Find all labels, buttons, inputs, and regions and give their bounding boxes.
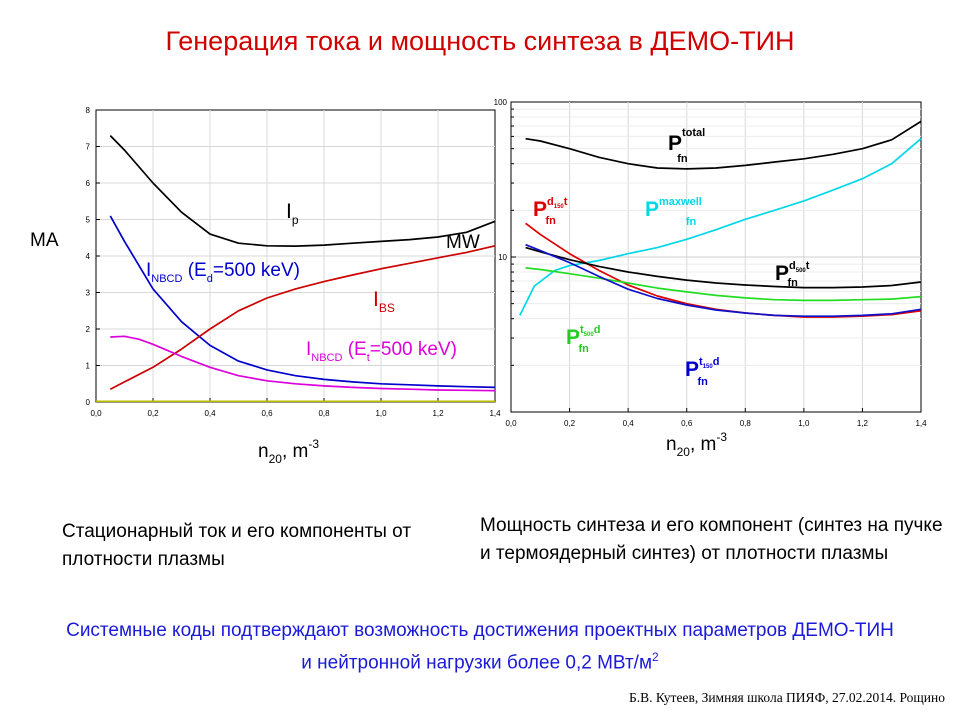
c1-series-line-0 (109, 135, 496, 247)
c1-ytick-label: 6 (86, 179, 91, 188)
c1-xtick-label: 1,0 (375, 409, 387, 418)
c1-ytick-label: 1 (86, 362, 91, 371)
power-chart-series (519, 120, 922, 318)
slide-title: Генерация тока и мощность синтеза в ДЕМО… (165, 26, 795, 56)
c1-xtick-label: 1,4 (489, 409, 501, 418)
c2-xtick-label: 0,2 (564, 419, 576, 428)
c1-ytick-label: 4 (86, 252, 91, 261)
label-p-d500t: Pd500t fn (775, 260, 810, 289)
c1-ytick-label: 2 (86, 325, 91, 334)
power-chart-xlabel: n20, m-3 (666, 430, 727, 459)
c2-series-line-4 (525, 267, 922, 302)
power-chart-ticks: 0,0 0,2 0,4 0,6 0,8 1,0 1,2 1,4 10 100 (494, 98, 927, 428)
label-p-t500d: Pt500d fn (566, 324, 600, 355)
c2-xtick-label: 1,4 (915, 419, 927, 428)
c1-xtick-label: 0,2 (147, 409, 159, 418)
footer-citation: Б.В. Кутеев, Зимняя школа ПИЯФ, 27.02.20… (628, 690, 945, 705)
c2-series-line-3 (525, 246, 922, 289)
c2-xtick-label: 1,2 (857, 419, 869, 428)
c1-ytick-label: 3 (86, 289, 91, 298)
c2-xtick-label: 0,4 (623, 419, 635, 428)
c1-series-line-1 (109, 215, 496, 389)
c1-xtick-label: 1,2 (432, 409, 444, 418)
current-chart-unit: MA (30, 230, 59, 251)
c1-ytick-label: 5 (86, 216, 91, 225)
c1-xtick-label: 0,4 (204, 409, 216, 418)
label-p-total: Ptotal fn (668, 127, 705, 165)
c1-ytick-label: 7 (86, 143, 91, 152)
c1-series-line-3 (110, 335, 496, 392)
label-ibs: IBS (373, 288, 395, 315)
c2-xtick-label: 0,6 (681, 419, 693, 428)
power-chart: 0,0 0,2 0,4 0,6 0,8 1,0 1,2 1,4 10 100 MW Ptotal f… (446, 98, 927, 459)
c2-xtick-label: 0,8 (740, 419, 752, 428)
c1-xtick-label: 0,8 (318, 409, 330, 418)
label-inbcd-ed: INBCD (Ed=500 keV) (146, 260, 300, 285)
c1-ytick-label: 8 (86, 106, 91, 115)
conclusion-text: Системные коды подтверждают возможность … (66, 620, 894, 674)
label-inbcd-et: INBCD (Et=500 keV) (306, 339, 457, 364)
c2-series-line-1 (519, 138, 922, 316)
current-chart-grid (96, 110, 495, 402)
current-chart-ticks: 0,0 0,2 0,4 0,6 0,8 1,0 1,2 1,4 0 1 2 3 4 5 6 7 8 (86, 106, 502, 418)
label-p-maxwell: Pmaxwell fn (645, 196, 702, 228)
c2-xtick-label: 0,0 (505, 419, 517, 428)
c1-xtick-label: 0,0 (90, 409, 102, 418)
current-chart-xlabel: n20, m-3 (258, 437, 319, 466)
caption-right: Мощность синтеза и его компонент (синтез… (480, 515, 943, 564)
c1-ytick-label: 0 (86, 398, 91, 407)
conclusion-superscript: 2 (652, 650, 659, 664)
power-chart-grid (511, 102, 921, 412)
c2-ytick-label: 10 (498, 253, 507, 262)
caption-left: Стационарный ток и его компоненты от пло… (62, 521, 412, 570)
label-p-t150d: Pt150d fn (685, 356, 719, 388)
c1-series-line-2 (109, 244, 496, 390)
c2-xtick-label: 1,0 (798, 419, 810, 428)
label-p-d150t: Pd150t fn (533, 196, 568, 227)
power-chart-unit: MW (446, 232, 480, 253)
current-chart-series (96, 135, 496, 403)
c2-series-line-5 (525, 243, 922, 318)
c2-series-line-0 (525, 120, 922, 170)
c2-ytick-label: 100 (494, 98, 508, 107)
c1-xtick-label: 0,6 (261, 409, 273, 418)
label-ip: Ip (286, 200, 299, 227)
